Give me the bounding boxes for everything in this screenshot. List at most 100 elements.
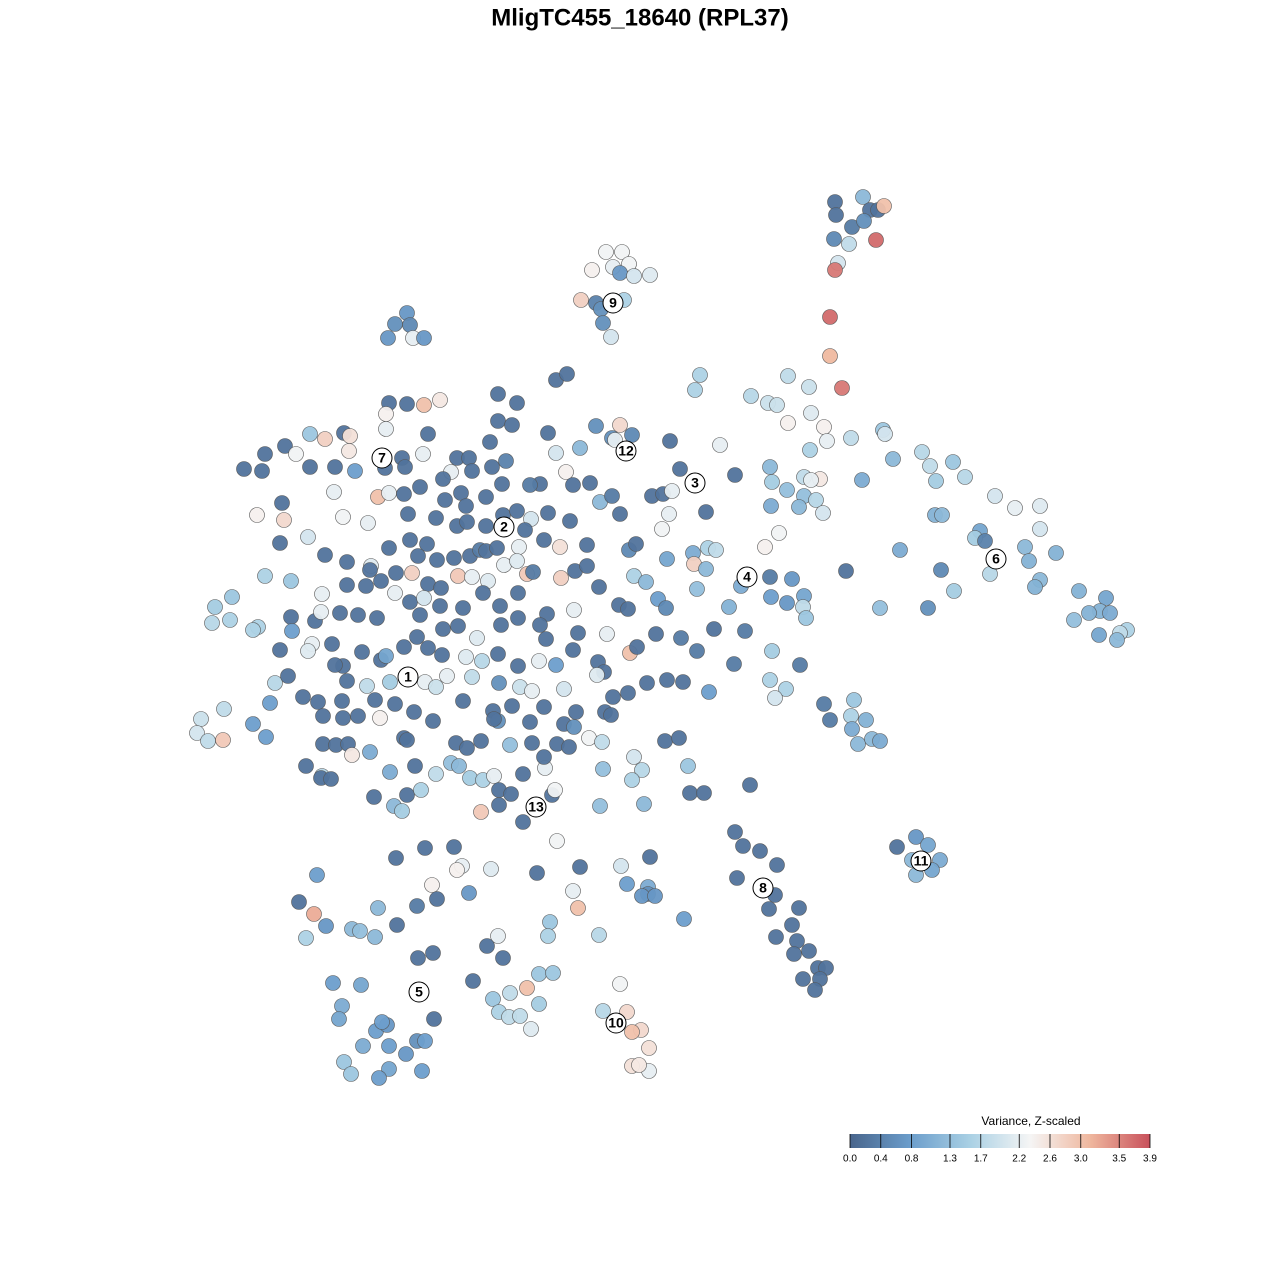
- point: [642, 267, 658, 283]
- point: [743, 388, 759, 404]
- point: [434, 647, 450, 663]
- point: [450, 618, 466, 634]
- point: [525, 564, 541, 580]
- point: [504, 417, 520, 433]
- point: [352, 923, 368, 939]
- point: [816, 696, 832, 712]
- point: [855, 189, 871, 205]
- point: [692, 367, 708, 383]
- point: [373, 573, 389, 589]
- point: [524, 735, 540, 751]
- point: [592, 798, 608, 814]
- point: [509, 395, 525, 411]
- point: [276, 512, 292, 528]
- point: [1091, 627, 1107, 643]
- point: [484, 459, 500, 475]
- point: [779, 595, 795, 611]
- point: [236, 461, 252, 477]
- point: [908, 829, 924, 845]
- point: [552, 539, 568, 555]
- point: [298, 758, 314, 774]
- point: [215, 732, 231, 748]
- point: [485, 991, 501, 1007]
- point: [402, 594, 418, 610]
- point: [562, 513, 578, 529]
- point: [515, 814, 531, 830]
- point: [620, 685, 636, 701]
- point: [517, 522, 533, 538]
- point: [721, 599, 737, 615]
- point: [355, 1038, 371, 1054]
- point: [614, 244, 630, 260]
- point: [283, 609, 299, 625]
- point: [493, 617, 509, 633]
- point: [612, 506, 628, 522]
- point: [404, 565, 420, 581]
- point: [542, 914, 558, 930]
- point: [433, 580, 449, 596]
- point: [532, 617, 548, 633]
- point: [416, 397, 432, 413]
- colorbar-tick-label: 1.7: [974, 1154, 988, 1165]
- point: [193, 711, 209, 727]
- point: [327, 657, 343, 673]
- colorbar-tick-label: 2.6: [1043, 1154, 1057, 1165]
- point: [489, 540, 505, 556]
- point: [613, 858, 629, 874]
- point: [784, 917, 800, 933]
- point: [536, 532, 552, 548]
- point: [767, 690, 783, 706]
- point: [792, 657, 808, 673]
- point: [945, 454, 961, 470]
- point: [335, 710, 351, 726]
- point: [300, 529, 316, 545]
- point: [626, 749, 642, 765]
- point: [850, 736, 866, 752]
- cluster-label: 7: [378, 450, 386, 466]
- point: [446, 839, 462, 855]
- point: [844, 721, 860, 737]
- colorbar: Variance, Z-scaled 0.0 0.4 0.8 1.3 1.7 2.2 2.6…: [843, 1114, 1157, 1164]
- point: [200, 733, 216, 749]
- point: [612, 265, 628, 281]
- cluster-label: 6: [992, 551, 1000, 567]
- point: [559, 366, 575, 382]
- point: [1021, 553, 1037, 569]
- point: [362, 562, 378, 578]
- point: [977, 533, 993, 549]
- point: [531, 653, 547, 669]
- point: [595, 1003, 611, 1019]
- point: [934, 507, 950, 523]
- point: [388, 565, 404, 581]
- point: [510, 610, 526, 626]
- point: [573, 292, 589, 308]
- point: [841, 236, 857, 252]
- point: [536, 749, 552, 765]
- point: [816, 419, 832, 435]
- point: [435, 471, 451, 487]
- point: [369, 610, 385, 626]
- point: [394, 803, 410, 819]
- point: [712, 437, 728, 453]
- point: [549, 833, 565, 849]
- point: [469, 630, 485, 646]
- point: [302, 426, 318, 442]
- point: [581, 730, 597, 746]
- point: [207, 599, 223, 615]
- point: [435, 621, 451, 637]
- point: [529, 865, 545, 881]
- colorbar-tick-label: 0.8: [905, 1154, 919, 1165]
- point: [317, 547, 333, 563]
- point: [317, 431, 333, 447]
- point: [763, 589, 779, 605]
- point: [558, 464, 574, 480]
- point: [822, 348, 838, 364]
- point: [858, 712, 874, 728]
- cluster-badge: [525, 796, 547, 818]
- point: [504, 698, 520, 714]
- cluster-label: 10: [608, 1015, 624, 1031]
- point: [389, 917, 405, 933]
- point: [815, 505, 831, 521]
- point: [283, 573, 299, 589]
- point: [588, 418, 604, 434]
